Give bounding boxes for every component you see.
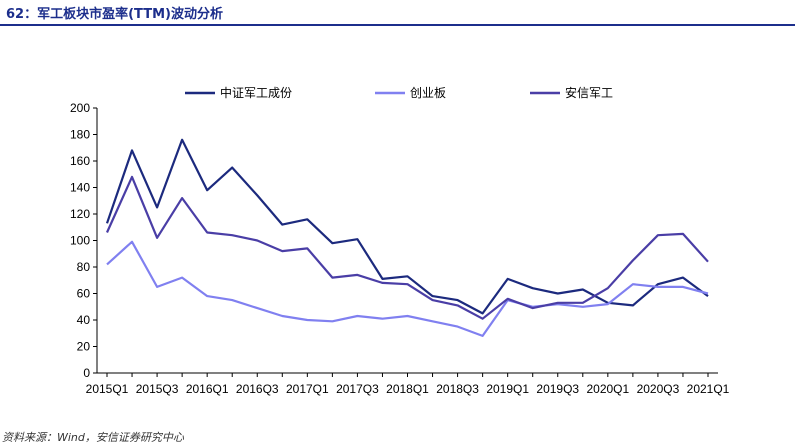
y-tick-label: 80 <box>77 260 91 274</box>
x-tick-label: 2021Q1 <box>687 382 730 396</box>
chart-axes: 0 20 40 60 80 100 120 140 160 180 200 2015Q1 2015Q3 2… <box>70 101 730 396</box>
x-tick-label: 2017Q3 <box>336 382 379 396</box>
x-tick-label: 2015Q3 <box>136 382 179 396</box>
x-tick-label: 2016Q3 <box>236 382 279 396</box>
figure-title: 62：军工板块市盈率(TTM)波动分析 <box>6 7 223 22</box>
series-line-2 <box>106 240 709 337</box>
x-tick-label: 2017Q1 <box>286 382 329 396</box>
x-tick-label: 2019Q1 <box>486 382 529 396</box>
legend-label-3: 安信军工 <box>565 85 613 100</box>
series-line-3 <box>105 175 709 320</box>
y-tick-label: 140 <box>70 181 90 195</box>
y-tick-label: 40 <box>77 313 91 327</box>
y-tick-label: 120 <box>70 207 90 221</box>
y-tick-label: 180 <box>70 128 90 142</box>
chart-series-lines <box>105 138 709 337</box>
x-tick-label: 2018Q3 <box>436 382 479 396</box>
y-tick-label: 0 <box>83 366 90 380</box>
y-tick-label: 60 <box>77 287 91 301</box>
legend-label-1: 中证军工成份 <box>220 85 292 100</box>
legend-label-2: 创业板 <box>410 86 446 100</box>
title-divider <box>0 24 795 26</box>
x-tick-label: 2018Q1 <box>386 382 429 396</box>
y-tick-label: 20 <box>77 340 91 354</box>
x-tick-label: 2015Q1 <box>86 382 129 396</box>
figure-source: 资料来源：Wind，安信证券研究中心 <box>2 431 184 444</box>
chart-legend: 中证军工成份 创业板 安信军工 <box>185 85 613 100</box>
y-tick-label: 160 <box>70 154 90 168</box>
x-tick-label: 2020Q3 <box>637 382 680 396</box>
y-tick-label: 100 <box>70 234 90 248</box>
y-tick-label: 200 <box>70 101 90 115</box>
x-tick-label: 2020Q1 <box>586 382 629 396</box>
x-tick-label: 2019Q3 <box>536 382 579 396</box>
x-tick-label: 2016Q1 <box>186 382 229 396</box>
